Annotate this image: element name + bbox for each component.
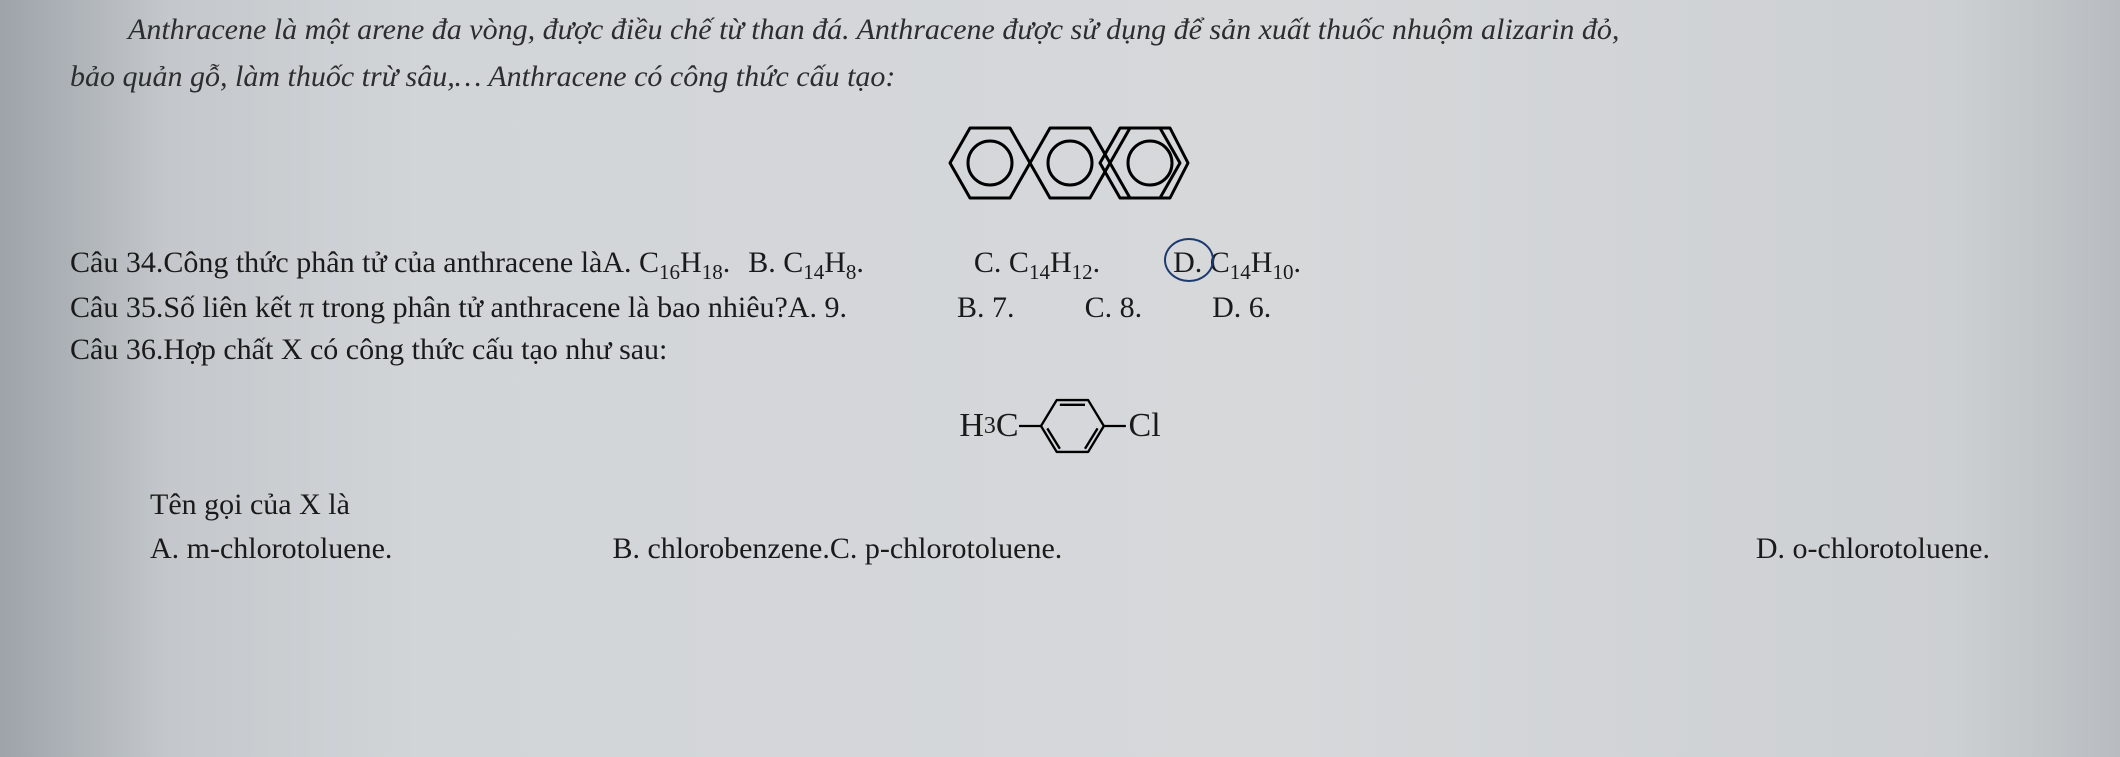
q34-D-H: H (1251, 246, 1273, 279)
q35-text: Số liên kết π trong phân tử anthracene l… (163, 287, 788, 329)
q36-prefix: Câu 36. (70, 329, 163, 371)
compound-x-structure: H3C Cl (70, 381, 2050, 471)
q34-A-sub1: 16 (659, 260, 680, 284)
q34-A-sub2: 18 (702, 260, 723, 284)
q36-option-C: C. p-chlorotoluene. (830, 527, 1062, 571)
q35-prefix: Câu 35. (70, 287, 163, 329)
q34-C-sub2: 12 (1072, 260, 1093, 284)
q34-B-H: H (824, 246, 846, 279)
chem-right-Cl: Cl (1129, 407, 1161, 445)
q34-C-sub1: 14 (1029, 260, 1050, 284)
anthracene-structure (70, 103, 2050, 228)
chem-left-H: H (959, 407, 984, 445)
intro-line-1: Anthracene là một arene đa vòng, được đi… (70, 10, 2050, 51)
q35-option-A: A. 9. (788, 287, 847, 329)
q34-B-label: B. (748, 246, 783, 279)
q36-option-D: D. o-chlorotoluene. (1756, 527, 1990, 571)
page: Anthracene là một arene đa vòng, được đi… (0, 0, 2120, 757)
q34-C-C: C (1009, 246, 1029, 279)
q34-D-sub1: 14 (1230, 260, 1251, 284)
q34-C-label: C. (974, 246, 1009, 279)
q34-D-C: C (1210, 246, 1230, 279)
chem-left-C: C (996, 407, 1019, 445)
q34-prefix: Câu 34. (70, 242, 163, 284)
q34-C-end: . (1093, 246, 1101, 279)
q34-A-C: C (639, 246, 659, 279)
q34-option-B: B. C14H8. (748, 242, 864, 287)
q34-B-sub2: 8 (846, 260, 857, 284)
chem-left-sub: 3 (984, 413, 996, 440)
question-34: Câu 34. Công thức phân tử của anthracene… (70, 242, 2050, 287)
q34-D-label: D. (1173, 246, 1210, 279)
q35-option-B: B. 7. (957, 287, 1015, 329)
q35-option-D: D. 6. (1212, 287, 1271, 329)
benzene-ring-icon (1019, 381, 1129, 471)
q36-option-A: A. m-chlorotoluene. (150, 527, 392, 571)
q35-option-C: C. 8. (1085, 287, 1143, 329)
q34-D-sub2: 10 (1272, 260, 1293, 284)
q34-option-A: A. C16H18. (602, 242, 730, 287)
q34-option-C: C. C14H12. (974, 242, 1100, 287)
q36-answers: Tên gọi của X là A. m-chlorotoluene. B. … (70, 483, 2050, 570)
q34-B-sub1: 14 (803, 260, 824, 284)
q34-text: Công thức phân tử của anthracene là (163, 242, 602, 284)
q34-D-end: . (1293, 246, 1301, 279)
question-36: Câu 36. Hợp chất X có công thức cấu tạo … (70, 329, 2050, 371)
q34-B-C: C (783, 246, 803, 279)
question-35: Câu 35. Số liên kết π trong phân tử anth… (70, 287, 2050, 329)
q34-A-H: H (680, 246, 702, 279)
q34-B-end: . (856, 246, 864, 279)
intro-line-2: bảo quản gỗ, làm thuốc trừ sâu,… Anthrac… (70, 57, 2050, 98)
q36-option-B: B. chlorobenzene. (612, 527, 829, 571)
q36-name-line: Tên gọi của X là (150, 483, 2050, 527)
q34-A-label: A. (602, 246, 639, 279)
q34-option-D: D. C14H10. (1170, 242, 1304, 287)
anthracene-icon (930, 103, 1190, 223)
q36-text: Hợp chất X có công thức cấu tạo như sau: (163, 329, 667, 371)
q34-C-H: H (1050, 246, 1072, 279)
q34-A-end: . (723, 246, 731, 279)
